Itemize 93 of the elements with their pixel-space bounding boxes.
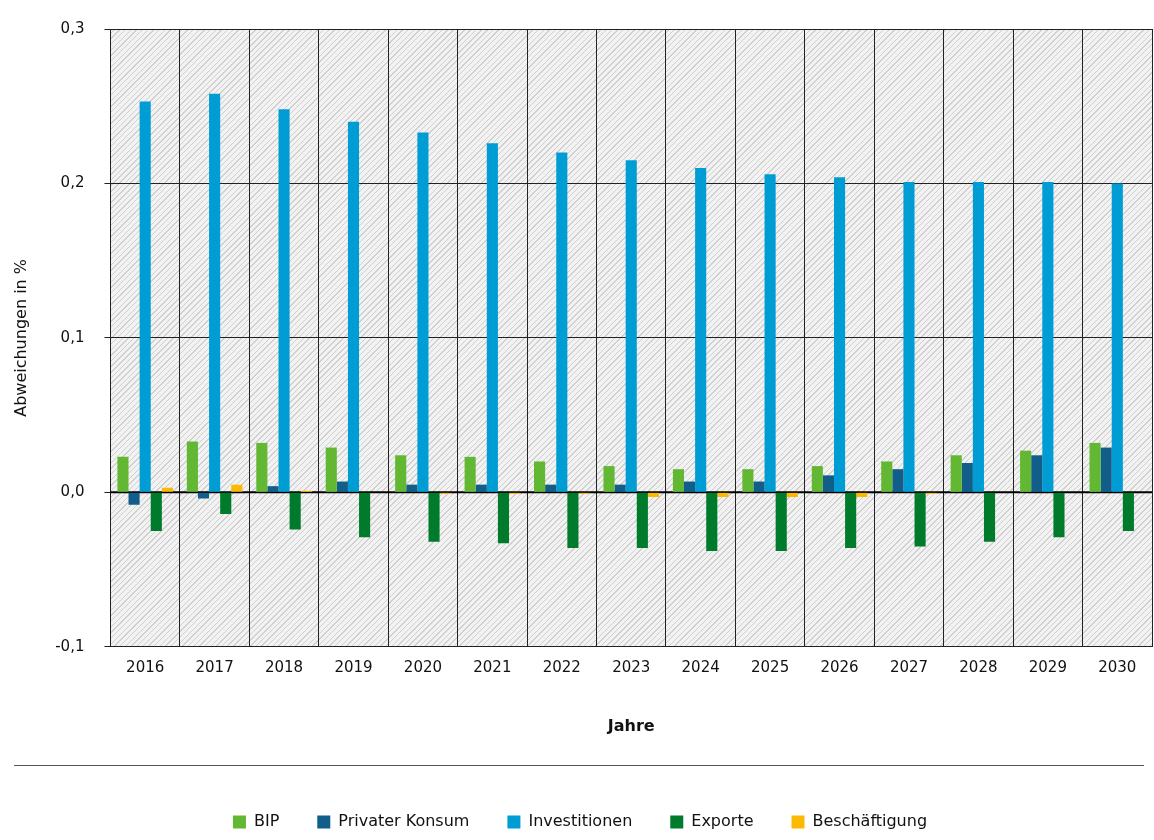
bar	[892, 469, 904, 492]
bar	[672, 469, 685, 492]
bar	[636, 492, 648, 548]
bar	[1122, 492, 1134, 531]
y-tick-label: 0,1	[60, 327, 85, 346]
bar	[1031, 455, 1043, 492]
bar	[881, 461, 893, 492]
bar	[914, 492, 926, 547]
legend-label: BIP	[253, 811, 280, 831]
bar	[256, 442, 268, 492]
x-tick-label: 2020	[403, 657, 443, 676]
bar	[1089, 442, 1101, 492]
bar	[1053, 492, 1065, 538]
bar	[161, 487, 173, 492]
bar	[811, 466, 823, 492]
bar	[220, 492, 232, 514]
bar	[614, 484, 626, 492]
bar	[961, 463, 973, 492]
bar	[186, 441, 198, 492]
bar	[406, 484, 418, 492]
y-tick-label: 0,0	[60, 482, 85, 501]
bar	[267, 486, 279, 492]
x-tick-label: 2017	[195, 657, 234, 676]
bar	[1111, 183, 1123, 492]
bar	[753, 481, 765, 492]
x-axis-title: Jahre	[606, 715, 655, 735]
bar	[231, 484, 243, 492]
bar	[822, 475, 834, 492]
bar	[845, 492, 857, 548]
bar	[278, 109, 290, 492]
bar	[117, 456, 129, 492]
bar	[395, 455, 407, 492]
bar	[475, 484, 487, 492]
x-tick-label: 2021	[473, 657, 512, 676]
bar	[1100, 447, 1112, 492]
bar	[325, 447, 337, 492]
bar	[347, 121, 360, 492]
bar	[684, 481, 696, 492]
x-tick-label: 2025	[751, 657, 790, 676]
bar	[647, 492, 660, 497]
bar	[972, 181, 984, 492]
bar	[556, 152, 568, 492]
x-tick-label: 2023	[612, 657, 651, 676]
bar	[833, 177, 846, 492]
bar	[545, 484, 557, 492]
bar	[197, 492, 210, 499]
bar	[717, 492, 729, 497]
bar	[764, 174, 776, 492]
bar	[289, 492, 301, 530]
x-tick-label: 2028	[959, 657, 998, 676]
x-tick-label: 2030	[1098, 657, 1137, 676]
bar	[534, 461, 546, 492]
legend-label: Investitionen	[528, 811, 633, 831]
x-tick-label: 2024	[681, 657, 720, 676]
x-tick-label: 2016	[126, 657, 165, 676]
bar	[1042, 181, 1054, 492]
bar	[209, 93, 221, 492]
legend-label: Beschäftigung	[812, 811, 928, 831]
bar	[742, 469, 754, 492]
bar	[603, 466, 615, 492]
bar	[695, 168, 707, 492]
legend-label: Privater Konsum	[338, 811, 470, 831]
y-tick-label: 0,3	[60, 18, 85, 37]
x-tick-label: 2029	[1028, 657, 1067, 676]
bar	[950, 455, 962, 492]
bar	[856, 492, 868, 497]
bar	[497, 492, 510, 544]
x-tick-label: 2018	[264, 657, 304, 676]
bar	[150, 492, 162, 531]
bar	[786, 492, 798, 497]
x-tick-label: 2022	[542, 657, 581, 676]
bar	[1020, 450, 1032, 492]
x-tick-label: 2027	[889, 657, 929, 676]
bar	[983, 492, 996, 542]
bar	[359, 492, 371, 538]
bar	[428, 492, 440, 542]
bar	[625, 160, 637, 492]
y-axis-title: Abweichungen in %	[10, 259, 30, 417]
bar	[903, 181, 915, 492]
bar	[128, 492, 140, 505]
bar	[336, 481, 348, 492]
bar	[486, 143, 498, 492]
x-tick-label: 2019	[334, 657, 373, 676]
y-tick-label: -0,1	[55, 636, 85, 655]
legend-label: Exporte	[691, 811, 754, 831]
bar	[706, 492, 718, 552]
bar	[567, 492, 579, 548]
bar	[417, 132, 429, 492]
bar	[464, 456, 476, 492]
x-tick-label: 2026	[820, 657, 859, 676]
bar	[775, 492, 787, 552]
bar	[139, 101, 151, 492]
y-tick-label: 0,2	[60, 173, 85, 192]
